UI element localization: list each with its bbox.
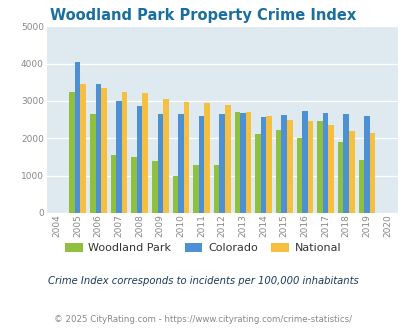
Bar xyxy=(183,103,189,213)
Bar xyxy=(266,116,271,213)
Bar xyxy=(301,111,307,213)
Bar xyxy=(204,103,209,213)
Bar xyxy=(286,120,292,213)
Bar xyxy=(348,131,354,213)
Bar xyxy=(178,114,183,213)
Bar xyxy=(213,165,219,213)
Bar xyxy=(343,115,348,213)
Bar xyxy=(95,84,101,213)
Bar xyxy=(316,121,322,213)
Bar xyxy=(131,157,136,213)
Bar xyxy=(234,112,240,213)
Bar xyxy=(75,62,80,213)
Bar xyxy=(193,165,198,213)
Bar xyxy=(358,160,363,213)
Bar xyxy=(136,106,142,213)
Bar xyxy=(151,161,157,213)
Bar xyxy=(307,121,313,213)
Bar xyxy=(198,116,204,213)
Bar xyxy=(110,155,116,213)
Bar xyxy=(219,114,224,213)
Text: Crime Index corresponds to incidents per 100,000 inhabitants: Crime Index corresponds to incidents per… xyxy=(47,276,358,285)
Bar xyxy=(275,130,281,213)
Bar xyxy=(260,117,266,213)
Bar xyxy=(337,142,343,213)
Bar xyxy=(69,92,75,213)
Bar xyxy=(296,138,301,213)
Text: © 2025 CityRating.com - https://www.cityrating.com/crime-statistics/: © 2025 CityRating.com - https://www.city… xyxy=(54,315,351,324)
Text: Woodland Park Property Crime Index: Woodland Park Property Crime Index xyxy=(50,8,355,23)
Bar xyxy=(142,93,148,213)
Bar xyxy=(116,101,121,213)
Bar xyxy=(328,125,333,213)
Bar xyxy=(363,116,369,213)
Bar xyxy=(80,84,86,213)
Bar xyxy=(369,133,374,213)
Bar xyxy=(101,88,107,213)
Bar xyxy=(90,114,95,213)
Legend: Woodland Park, Colorado, National: Woodland Park, Colorado, National xyxy=(60,238,345,257)
Bar xyxy=(322,113,328,213)
Bar xyxy=(122,92,127,213)
Bar xyxy=(240,113,245,213)
Bar xyxy=(245,112,251,213)
Bar xyxy=(157,114,163,213)
Bar xyxy=(224,105,230,213)
Bar xyxy=(163,99,168,213)
Bar xyxy=(255,134,260,213)
Bar xyxy=(281,115,286,213)
Bar xyxy=(172,176,178,213)
